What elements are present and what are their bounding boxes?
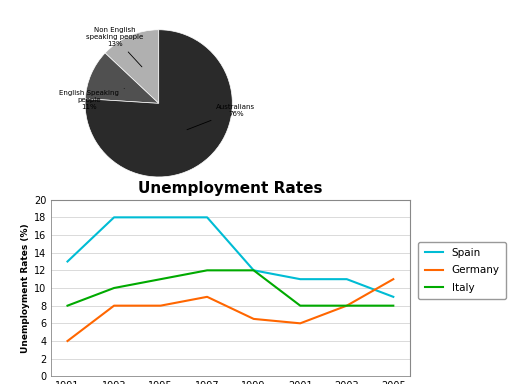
Spain [65,259,71,264]
Italy [65,303,71,308]
Text: Australians
76%: Australians 76% [187,104,255,130]
Text: Non English
speaking people
13%: Non English speaking people 13% [86,27,143,67]
Germany [390,277,396,281]
Line: Spain: Spain [68,217,393,297]
Spain [344,277,350,281]
Spain [158,215,164,220]
Italy [111,286,117,290]
Wedge shape [105,30,159,103]
Spain [204,215,210,220]
Italy [390,303,396,308]
Italy [158,277,164,281]
Text: English Speaking
people
11%: English Speaking people 11% [59,88,124,110]
Germany [250,316,257,321]
Italy [344,303,350,308]
Italy [204,268,210,273]
Germany [111,303,117,308]
Y-axis label: Unemployment Rates (%): Unemployment Rates (%) [21,223,30,353]
Wedge shape [85,30,232,177]
Spain [297,277,303,281]
Germany [297,321,303,326]
Title: Unemployment Rates: Unemployment Rates [138,181,323,196]
Line: Germany: Germany [68,279,393,341]
Wedge shape [86,53,159,103]
Spain [250,268,257,273]
Germany [204,295,210,299]
Spain [111,215,117,220]
Italy [297,303,303,308]
Germany [344,303,350,308]
Line: Italy: Italy [68,270,393,306]
Germany [158,303,164,308]
Italy [250,268,257,273]
Legend: Spain, Germany, Italy: Spain, Germany, Italy [418,242,506,299]
Germany [65,339,71,343]
Spain [390,295,396,299]
